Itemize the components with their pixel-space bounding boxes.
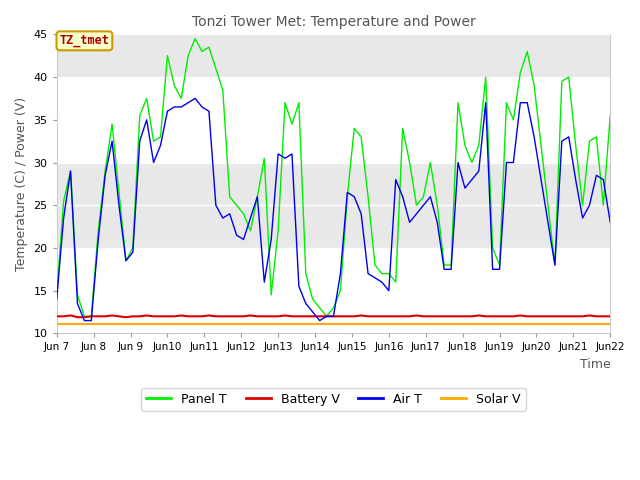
Solar V bbox=[399, 321, 406, 327]
Air T bbox=[191, 96, 199, 101]
Solar V bbox=[551, 321, 559, 327]
Text: TZ_tmet: TZ_tmet bbox=[60, 35, 109, 48]
Battery V bbox=[607, 313, 614, 319]
Battery V bbox=[371, 313, 379, 319]
Line: Air T: Air T bbox=[57, 98, 611, 321]
Battery V bbox=[565, 313, 573, 319]
Solar V bbox=[502, 321, 510, 327]
Air T bbox=[371, 275, 379, 281]
Solar V bbox=[357, 321, 365, 327]
Air T bbox=[53, 296, 61, 302]
Legend: Panel T, Battery V, Air T, Solar V: Panel T, Battery V, Air T, Solar V bbox=[141, 387, 525, 410]
Panel T bbox=[516, 70, 524, 76]
Battery V bbox=[67, 312, 74, 318]
Line: Panel T: Panel T bbox=[57, 38, 611, 316]
Panel T bbox=[371, 262, 379, 268]
Battery V bbox=[74, 314, 81, 320]
Air T bbox=[544, 219, 552, 225]
Bar bbox=[57, 77, 611, 163]
Panel T bbox=[607, 113, 614, 119]
X-axis label: Time: Time bbox=[579, 358, 611, 371]
Air T bbox=[516, 100, 524, 106]
Panel T bbox=[81, 313, 88, 319]
Battery V bbox=[413, 312, 420, 318]
Title: Tonzi Tower Met: Temperature and Power: Tonzi Tower Met: Temperature and Power bbox=[191, 15, 476, 29]
Solar V bbox=[607, 321, 614, 327]
Panel T bbox=[544, 203, 552, 208]
Air T bbox=[81, 318, 88, 324]
Air T bbox=[475, 168, 483, 174]
Bar bbox=[57, 0, 611, 77]
Solar V bbox=[461, 321, 468, 327]
Air T bbox=[565, 134, 573, 140]
Line: Battery V: Battery V bbox=[57, 315, 611, 317]
Battery V bbox=[475, 312, 483, 318]
Battery V bbox=[544, 313, 552, 319]
Panel T bbox=[53, 292, 61, 298]
Bar bbox=[57, 163, 611, 248]
Panel T bbox=[475, 143, 483, 148]
Solar V bbox=[53, 321, 61, 327]
Air T bbox=[607, 219, 614, 225]
Panel T bbox=[565, 74, 573, 80]
Battery V bbox=[53, 313, 61, 319]
Bar bbox=[57, 248, 611, 334]
Y-axis label: Temperature (C) / Power (V): Temperature (C) / Power (V) bbox=[15, 97, 28, 271]
Air T bbox=[413, 211, 420, 216]
Battery V bbox=[516, 312, 524, 318]
Panel T bbox=[191, 36, 199, 41]
Solar V bbox=[531, 321, 538, 327]
Panel T bbox=[413, 203, 420, 208]
